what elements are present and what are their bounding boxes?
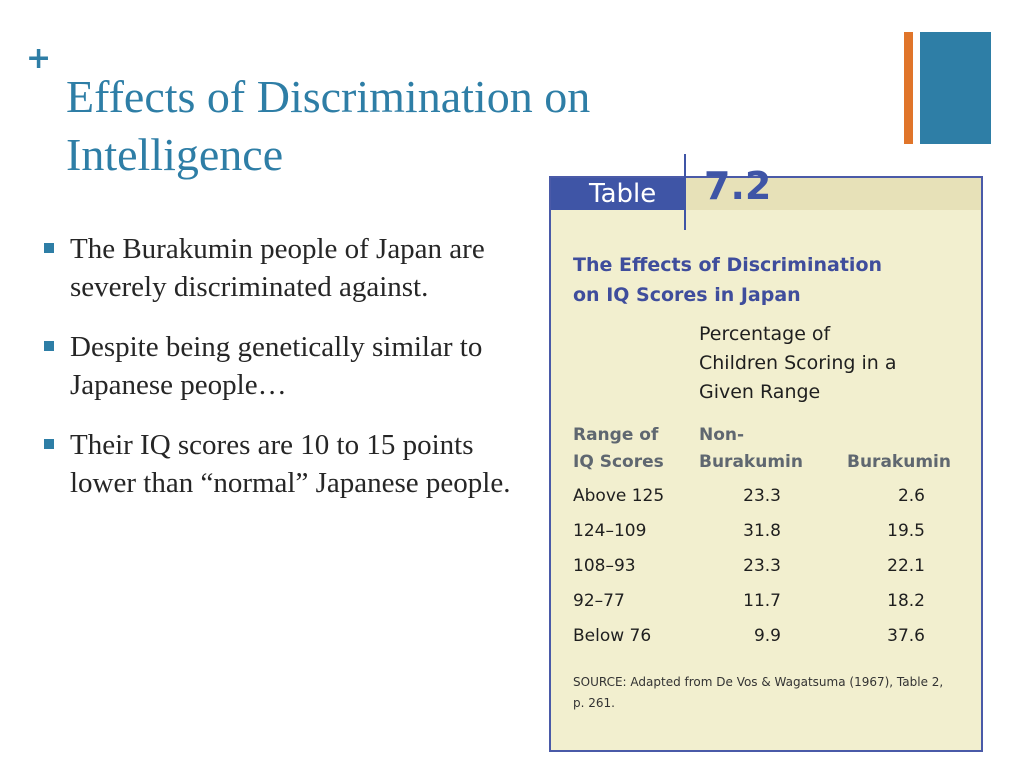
cell-burakumin: 19.5 xyxy=(887,521,925,541)
square-bullet-icon xyxy=(44,341,54,351)
source-line-2: p. 261. xyxy=(573,696,615,710)
cell-burakumin: 37.6 xyxy=(887,626,925,646)
bullet-text: Despite being genetically similar to Jap… xyxy=(70,331,483,401)
cell-range: 108–93 xyxy=(573,556,636,576)
column-header-non-line-1: Non- xyxy=(699,425,745,445)
column-header-non-burakumin: Non- Burakumin xyxy=(699,422,803,476)
table-row: 108–93 23.3 22.1 xyxy=(551,550,981,582)
subheading-line-3: Given Range xyxy=(699,381,821,403)
table-row: Below 76 9.9 37.6 xyxy=(551,620,981,652)
bullet-text: Their IQ scores are 10 to 15 points lowe… xyxy=(70,429,511,499)
table-figure: Table 7.2 The Effects of Discrimination … xyxy=(549,154,983,752)
cell-non-burakumin: 11.7 xyxy=(743,591,781,611)
title-line-1: Effects of Discrimination on xyxy=(66,71,591,122)
table-title-line-2: on IQ Scores in Japan xyxy=(573,284,801,306)
column-header-burakumin: Burakumin xyxy=(847,449,951,476)
bullet-text: The Burakumin people of Japan are severe… xyxy=(70,233,485,303)
column-header-burakumin-label: Burakumin xyxy=(847,452,951,472)
table-row: 92–77 11.7 18.2 xyxy=(551,585,981,617)
table-subheading: Percentage of Children Scoring in a Give… xyxy=(699,320,969,407)
cell-burakumin: 22.1 xyxy=(887,556,925,576)
cell-range: 124–109 xyxy=(573,521,647,541)
cell-non-burakumin: 23.3 xyxy=(743,486,781,506)
square-bullet-icon xyxy=(44,439,54,449)
blue-accent-block xyxy=(920,32,991,144)
cell-non-burakumin: 31.8 xyxy=(743,521,781,541)
square-bullet-icon xyxy=(44,243,54,253)
column-header-non-line-2: Burakumin xyxy=(699,452,803,472)
cell-non-burakumin: 23.3 xyxy=(743,556,781,576)
table-header-band: Table 7.2 xyxy=(551,154,981,230)
table-label-block: Table xyxy=(551,178,684,210)
column-header-range-line-2: IQ Scores xyxy=(573,452,664,472)
cell-burakumin: 2.6 xyxy=(897,486,925,506)
cell-non-burakumin: 9.9 xyxy=(753,626,781,646)
table-title-line-1: The Effects of Discrimination xyxy=(573,254,883,276)
cell-range: 92–77 xyxy=(573,591,625,611)
table-label-word: Table xyxy=(589,179,657,209)
subheading-line-2: Children Scoring in a xyxy=(699,352,897,374)
table-row: 124–109 31.8 19.5 xyxy=(551,515,981,547)
slide-title: Effects of Discrimination on Intelligenc… xyxy=(66,68,766,184)
table-label-divider xyxy=(684,154,686,230)
bullet-item: Despite being genetically similar to Jap… xyxy=(44,328,524,404)
bullet-list: The Burakumin people of Japan are severe… xyxy=(44,230,524,524)
cell-burakumin: 18.2 xyxy=(887,591,925,611)
column-header-range: Range of IQ Scores xyxy=(573,422,664,476)
cell-range: Below 76 xyxy=(573,626,652,646)
subheading-line-1: Percentage of xyxy=(699,323,831,345)
column-header-range-line-1: Range of xyxy=(573,425,659,445)
table-title: The Effects of Discrimination on IQ Scor… xyxy=(573,250,953,310)
bullet-item: The Burakumin people of Japan are severe… xyxy=(44,230,524,306)
orange-accent-bar xyxy=(904,32,913,144)
cell-range: Above 125 xyxy=(573,486,665,506)
table-source-note: SOURCE: Adapted from De Vos & Wagatsuma … xyxy=(573,672,973,714)
title-line-2: Intelligence xyxy=(66,129,284,180)
bullet-item: Their IQ scores are 10 to 15 points lowe… xyxy=(44,426,524,502)
table-number: 7.2 xyxy=(704,164,772,208)
source-line-1: SOURCE: Adapted from De Vos & Wagatsuma … xyxy=(573,675,944,689)
plus-icon: + xyxy=(26,41,52,76)
table-row: Above 125 23.3 2.6 xyxy=(551,480,981,512)
